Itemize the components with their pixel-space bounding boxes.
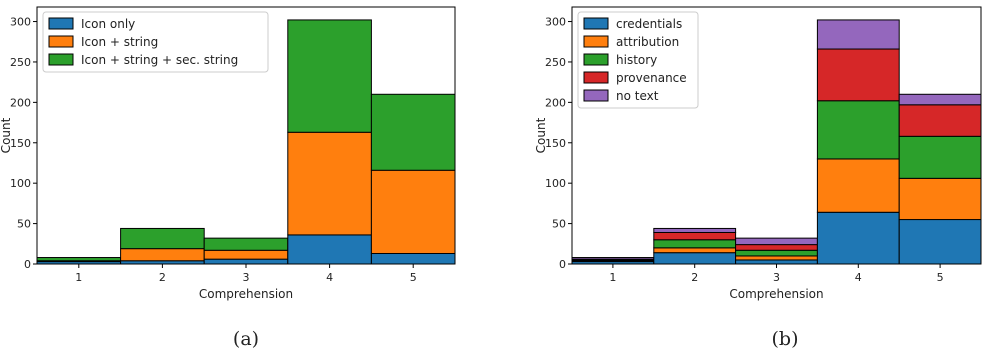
y-tick-label: 0: [559, 258, 566, 271]
bar-no-text-1: [571, 257, 655, 260]
chart-a: 0 50 100 150 200 250 300 1 2 3 4 5 Comprehension Coun…: [0, 6, 456, 301]
y-tick-label: 150: [545, 137, 566, 150]
bar-provenance-4: [816, 48, 900, 102]
bar-icon-string-sec-string-1: [36, 257, 122, 262]
y-tick-label: 50: [552, 218, 566, 231]
bar-no-text-5: [898, 93, 982, 106]
bar-attribution-3: [735, 255, 818, 261]
y-tick-label: 200: [10, 96, 31, 109]
bar-credentials-5: [898, 219, 982, 265]
bar-credentials-3: [735, 259, 818, 265]
bar-no-text-2: [653, 227, 737, 233]
x-tick-label: 4: [855, 271, 862, 284]
y-tick-label: 100: [10, 177, 31, 190]
bar-credentials-2: [653, 252, 737, 265]
legend-label: credentials: [616, 17, 682, 31]
legend-label: Icon only: [81, 17, 135, 31]
x-tick-label: 2: [691, 271, 698, 284]
bar-icon-string-5: [370, 169, 456, 254]
y-axis-label: Count: [534, 117, 548, 153]
y-axis-label: Count: [0, 117, 13, 153]
caption-b: (b): [772, 328, 799, 350]
y-tick-label: 200: [545, 96, 566, 109]
bar-attribution-4: [816, 158, 900, 213]
legend-swatch: [583, 17, 609, 30]
y-tick-label: 300: [10, 16, 31, 29]
bar-icon-string-sec-string-5: [370, 93, 456, 171]
legend: [42, 11, 269, 73]
x-tick-label: 1: [75, 271, 82, 284]
y-tick-label: 250: [545, 56, 566, 69]
y-tick-label: 150: [10, 137, 31, 150]
x-tick-label: 3: [243, 271, 250, 284]
bar-icon-string-sec-string-2: [120, 227, 205, 250]
x-tick-label: 2: [159, 271, 166, 284]
y-tick-label: 50: [17, 218, 31, 231]
bar-icon-string-4: [287, 131, 372, 236]
legend-label: attribution: [616, 35, 679, 49]
bar-no-text-4: [816, 19, 900, 50]
bar-provenance-3: [735, 244, 818, 251]
bar-icon-string-sec-string-4: [287, 19, 372, 133]
bar-provenance-2: [653, 231, 737, 241]
x-tick-label: 5: [410, 271, 417, 284]
x-tick-label: 1: [609, 271, 616, 284]
y-tick-label: 100: [545, 177, 566, 190]
bar-history-4: [816, 100, 900, 160]
bar-icon-only-3: [203, 258, 289, 265]
legend-swatch: [583, 89, 609, 102]
y-tick-label: 0: [24, 258, 31, 271]
caption-a: (a): [233, 328, 259, 350]
bar-icon-only-4: [287, 234, 372, 265]
bar-icon-string-3: [203, 249, 289, 260]
bar-history-2: [653, 239, 737, 249]
legend-swatch: [48, 17, 74, 30]
legend-label: Icon + string + sec. string: [81, 53, 238, 67]
legend-label: no text: [616, 89, 659, 103]
legend-label: provenance: [616, 71, 687, 85]
legend-swatch: [48, 35, 74, 48]
legend-label: Icon + string: [81, 35, 158, 49]
x-tick-label: 5: [937, 271, 944, 284]
legend-swatch: [583, 53, 609, 66]
bar-no-text-3: [735, 237, 818, 246]
y-tick-label: 300: [545, 16, 566, 29]
bar-icon-string-sec-string-3: [203, 237, 289, 251]
bar-icon-only-5: [370, 252, 456, 265]
bar-credentials-4: [816, 211, 900, 265]
bar-attribution-2: [653, 247, 737, 254]
y-tick-label: 250: [10, 56, 31, 69]
legend-label: history: [616, 53, 657, 67]
x-axis-label: Comprehension: [729, 287, 823, 301]
bar-provenance-5: [898, 104, 982, 137]
bar-history-3: [735, 249, 818, 257]
legend-swatch: [583, 35, 609, 48]
bar-attribution-5: [898, 177, 982, 221]
legend-swatch: [48, 53, 74, 66]
chart-b: 0 50 100 150 200 250 300 1 2 3 4 5 Comprehension Coun…: [534, 6, 982, 301]
x-tick-label: 4: [326, 271, 333, 284]
x-tick-label: 3: [773, 271, 780, 284]
bar-history-5: [898, 135, 982, 179]
legend-swatch: [583, 71, 609, 84]
bar-icon-string-2: [120, 248, 205, 262]
x-axis-label: Comprehension: [199, 287, 293, 301]
